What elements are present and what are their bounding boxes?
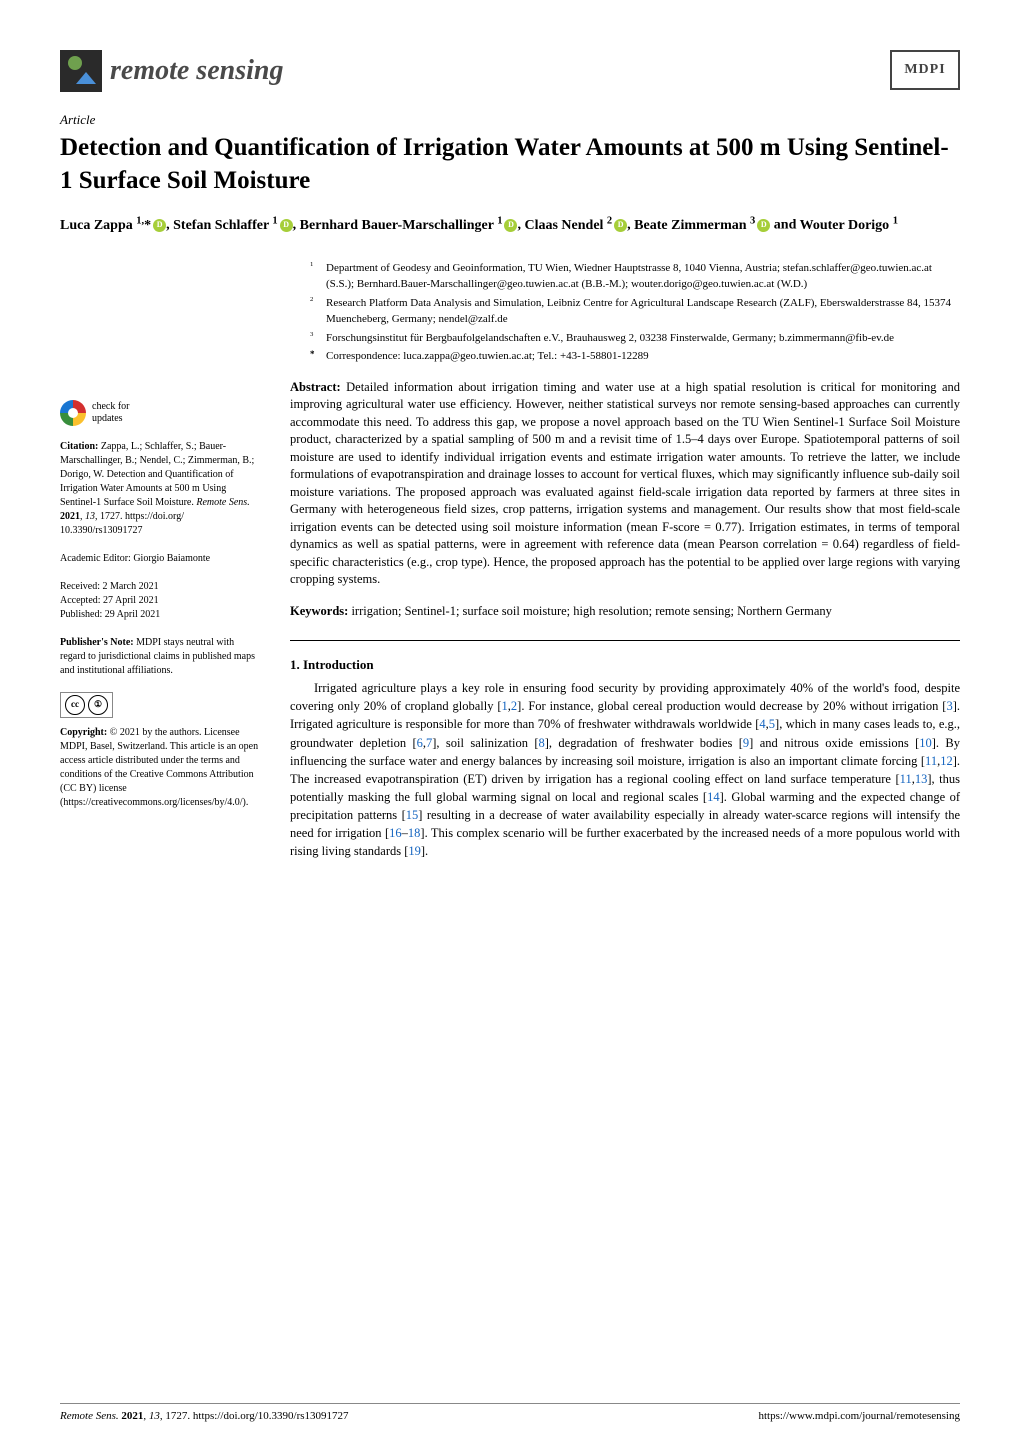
orcid-icon	[757, 219, 770, 232]
check-updates-line1: check for	[92, 401, 129, 413]
ref-link[interactable]: 1	[502, 699, 508, 713]
copyright-label: Copyright:	[60, 727, 107, 738]
affiliation-3: 3 Forschungsinstitut für Bergbaufolgelan…	[310, 330, 960, 347]
by-icon: ①	[88, 695, 108, 715]
editor-block: Academic Editor: Giorgio Baiamonte	[60, 552, 260, 566]
citation-label: Citation:	[60, 441, 98, 452]
footer-url: https://www.mdpi.com/journal/remotesensi…	[758, 1410, 960, 1422]
check-updates-badge[interactable]: check for updates	[60, 400, 260, 426]
citation-block: Citation: Zappa, L.; Schlaffer, S.; Baue…	[60, 440, 260, 538]
ref-link[interactable]: 6	[417, 736, 423, 750]
journal-logo: remote sensing	[60, 50, 283, 92]
ref-link[interactable]: 12	[940, 754, 953, 768]
abstract-label: Abstract:	[290, 380, 341, 394]
orcid-icon	[153, 219, 166, 232]
copyright-block: Copyright: © 2021 by the authors. Licens…	[60, 726, 260, 810]
publishers-note-label: Publisher's Note:	[60, 637, 134, 648]
article-type: Article	[60, 112, 960, 128]
ref-link[interactable]: 14	[707, 790, 720, 804]
accepted-date: Accepted: 27 April 2021	[60, 594, 260, 608]
published-date: Published: 29 April 2021	[60, 608, 260, 622]
author-1: Luca Zappa 1,*	[60, 218, 151, 233]
publishers-note-block: Publisher's Note: MDPI stays neutral wit…	[60, 636, 260, 678]
journal-name: remote sensing	[110, 55, 283, 87]
page-footer: Remote Sens. 2021, 13, 1727. https://doi…	[60, 1403, 960, 1422]
ref-link[interactable]: 4	[759, 717, 765, 731]
article-title: Detection and Quantification of Irrigati…	[60, 132, 960, 197]
ref-link[interactable]: 16	[389, 826, 402, 840]
editor-name: Giorgio Baiamonte	[133, 553, 210, 564]
correspondence: * Correspondence: luca.zappa@geo.tuwien.…	[310, 348, 960, 365]
copyright-text: © 2021 by the authors. Licensee MDPI, Ba…	[60, 727, 258, 808]
abstract-text: Detailed information about irrigation ti…	[290, 380, 960, 587]
ref-link[interactable]: 8	[539, 736, 545, 750]
keywords-block: Keywords: irrigation; Sentinel-1; surfac…	[290, 603, 960, 621]
keywords-label: Keywords:	[290, 604, 348, 618]
received-date: Received: 2 March 2021	[60, 580, 260, 594]
author-3: Bernhard Bauer-Marschallinger 1	[300, 218, 503, 233]
affiliation-1-text: Department of Geodesy and Geoinformation…	[326, 260, 960, 293]
authors-line: Luca Zappa 1,*, Stefan Schlaffer 1, Bern…	[60, 213, 960, 236]
article-body: 1 Department of Geodesy and Geoinformati…	[290, 260, 960, 861]
ref-link[interactable]: 9	[743, 736, 749, 750]
author-2: Stefan Schlaffer 1	[173, 218, 278, 233]
citation-journal: Remote Sens.	[196, 497, 249, 508]
check-updates-line2: updates	[92, 413, 129, 425]
article-header: Article Detection and Quantification of …	[60, 112, 960, 236]
ref-link[interactable]: 5	[769, 717, 775, 731]
section-divider	[290, 640, 960, 641]
ref-link[interactable]: 11	[925, 754, 937, 768]
author-4: Claas Nendel 2	[524, 218, 612, 233]
affiliation-3-text: Forschungsinstitut für Bergbaufolgelands…	[326, 330, 894, 347]
sidebar: check for updates Citation: Zappa, L.; S…	[60, 260, 260, 861]
remote-sensing-icon	[60, 50, 102, 92]
dates-block: Received: 2 March 2021 Accepted: 27 Apri…	[60, 580, 260, 622]
footer-citation: Remote Sens. 2021, 13, 1727. https://doi…	[60, 1410, 349, 1422]
orcid-icon	[504, 219, 517, 232]
author-5: Beate Zimmerman 3	[634, 218, 755, 233]
ref-link[interactable]: 7	[426, 736, 432, 750]
main-content: check for updates Citation: Zappa, L.; S…	[60, 260, 960, 861]
affiliations-list: 1 Department of Geodesy and Geoinformati…	[290, 260, 960, 365]
intro-paragraph: Irrigated agriculture plays a key role i…	[290, 679, 960, 860]
correspondence-text: Correspondence: luca.zappa@geo.tuwien.ac…	[326, 348, 649, 365]
cc-license-badge: cc ①	[60, 692, 260, 718]
affiliation-1: 1 Department of Geodesy and Geoinformati…	[310, 260, 960, 293]
ref-link[interactable]: 19	[408, 844, 421, 858]
ref-link[interactable]: 10	[919, 736, 932, 750]
ref-link[interactable]: 13	[915, 772, 928, 786]
cc-icon: cc	[65, 695, 85, 715]
affiliation-2-text: Research Platform Data Analysis and Simu…	[326, 295, 960, 328]
check-updates-icon	[60, 400, 86, 426]
page-header: remote sensing MDPI	[60, 50, 960, 92]
mdpi-logo: MDPI	[890, 50, 960, 90]
section-heading: 1. Introduction	[290, 657, 960, 673]
orcid-icon	[614, 219, 627, 232]
orcid-icon	[280, 219, 293, 232]
ref-link[interactable]: 15	[406, 808, 419, 822]
author-6: Wouter Dorigo 1	[800, 218, 898, 233]
citation-details: 2021, 13, 1727. https://doi.org/10.3390/…	[60, 511, 184, 536]
ref-link[interactable]: 11	[900, 772, 912, 786]
editor-label: Academic Editor:	[60, 553, 133, 564]
page-container: remote sensing MDPI Article Detection an…	[0, 0, 1020, 1442]
keywords-text: irrigation; Sentinel-1; surface soil moi…	[348, 604, 832, 618]
affiliation-2: 2 Research Platform Data Analysis and Si…	[310, 295, 960, 328]
check-updates-text: check for updates	[92, 401, 129, 425]
ref-link[interactable]: 18	[408, 826, 421, 840]
abstract-block: Abstract: Detailed information about irr…	[290, 379, 960, 589]
ref-link[interactable]: 2	[511, 699, 517, 713]
ref-link[interactable]: 3	[946, 699, 952, 713]
